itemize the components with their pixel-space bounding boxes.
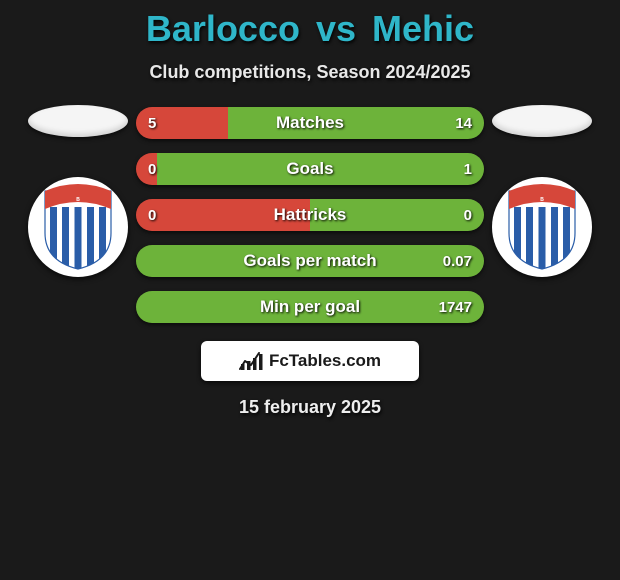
stat-bar-left-fill — [136, 199, 310, 231]
player-right-name: Mehic — [372, 8, 474, 49]
player-left-name: Barlocco — [146, 8, 300, 49]
left-flag-icon — [28, 105, 128, 137]
right-flag-icon — [492, 105, 592, 137]
attribution-box: FcTables.com — [201, 341, 419, 381]
comparison-title: Barlocco vs Mehic — [0, 0, 620, 50]
right-club-badge: B — [492, 177, 592, 277]
attribution-chart-icon — [239, 351, 263, 371]
stat-bar-right-fill — [136, 291, 484, 323]
club-badge-icon: B — [40, 183, 116, 271]
stat-bar-left-fill — [136, 107, 228, 139]
club-badge-icon: B — [504, 183, 580, 271]
comparison-main: B 5 14 Matches 0 1 Goals 0 0 Hattricks 0… — [0, 101, 620, 323]
left-side: B — [28, 101, 128, 277]
vs-word: vs — [316, 8, 356, 49]
stats-bars: 5 14 Matches 0 1 Goals 0 0 Hattricks 0.0… — [136, 107, 484, 323]
stat-bar: 0 0 Hattricks — [136, 199, 484, 231]
svg-text:B: B — [540, 197, 544, 203]
svg-text:B: B — [76, 197, 80, 203]
comparison-subtitle: Club competitions, Season 2024/2025 — [0, 62, 620, 83]
stat-bar-right-fill — [310, 199, 484, 231]
attribution-text: FcTables.com — [269, 351, 381, 371]
stat-bar-left-fill — [136, 153, 157, 185]
stat-bar-right-fill — [228, 107, 484, 139]
left-club-badge: B — [28, 177, 128, 277]
comparison-date: 15 february 2025 — [0, 397, 620, 418]
stat-bar: 5 14 Matches — [136, 107, 484, 139]
stat-bar-right-fill — [136, 245, 484, 277]
stat-bar-right-fill — [157, 153, 484, 185]
stat-bar: 0.07 Goals per match — [136, 245, 484, 277]
stat-bar: 0 1 Goals — [136, 153, 484, 185]
right-side: B — [492, 101, 592, 277]
stat-bar: 1747 Min per goal — [136, 291, 484, 323]
